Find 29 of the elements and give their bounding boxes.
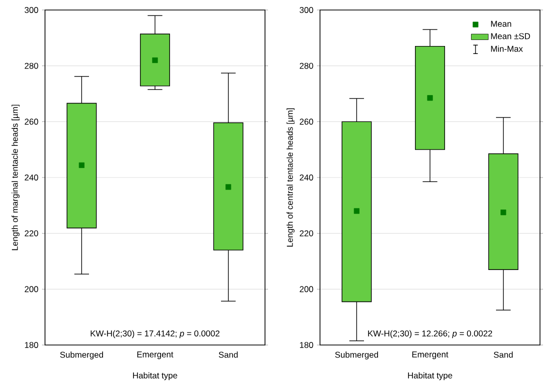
annotation: Min-Max: [491, 46, 523, 52]
y-tick-label: 200: [300, 286, 314, 292]
y-tick-label: 260: [300, 118, 314, 125]
y-tick-label: 280: [24, 62, 38, 69]
y-axis-title: Length of central tentacle heads [µm]: [286, 108, 295, 247]
y-tick-label: 240: [300, 174, 314, 180]
y-tick-label: 300: [300, 7, 314, 13]
x-tick-label: Emergent: [412, 352, 448, 360]
y-tick-label: 300: [24, 7, 38, 13]
x-tick-label: Sand: [494, 352, 513, 358]
y-axis-title: Length of marginal tentacle heads [µm]: [12, 104, 20, 250]
y-tick-label: 180: [24, 342, 38, 348]
x-tick-label: Submerged: [335, 352, 378, 360]
x-tick-label: Emergent: [137, 352, 174, 360]
x-tick-label: Submerged: [60, 352, 104, 360]
x-axis-title: Habitat type: [408, 372, 452, 380]
y-tick-label: 260: [24, 118, 38, 125]
legend-label: Mean ±SD: [491, 33, 530, 40]
y-tick-label: 180: [300, 342, 314, 348]
annotation: KW-H(2;30) = 12.266; p = 0.0022: [368, 330, 492, 338]
x-axis-title: Habitat type: [133, 372, 178, 380]
y-tick-label: 220: [300, 230, 314, 236]
annotation: Mean: [491, 20, 512, 27]
y-tick-label: 240: [24, 174, 38, 180]
y-tick-label: 280: [300, 62, 314, 69]
annotation: KW-H(2;30) = 17.4142; p = 0.0002: [90, 330, 220, 338]
y-tick-label: 220: [24, 230, 38, 236]
y-tick-label: 200: [24, 286, 38, 292]
x-tick-label: Sand: [218, 352, 238, 358]
